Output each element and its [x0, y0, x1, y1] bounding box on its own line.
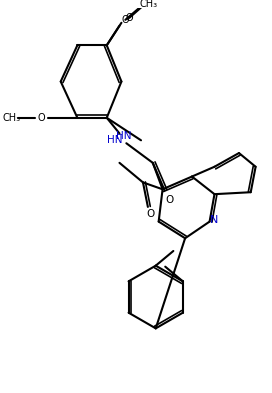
- Text: N: N: [210, 215, 219, 225]
- Text: O: O: [165, 195, 174, 205]
- Text: O: O: [37, 113, 45, 123]
- Text: O: O: [125, 13, 133, 23]
- Text: HN: HN: [107, 135, 122, 145]
- Text: O: O: [122, 15, 129, 25]
- Text: O: O: [147, 209, 155, 219]
- Text: CH₃: CH₃: [3, 113, 21, 123]
- Text: CH₃: CH₃: [140, 0, 158, 9]
- Text: HN: HN: [116, 131, 131, 141]
